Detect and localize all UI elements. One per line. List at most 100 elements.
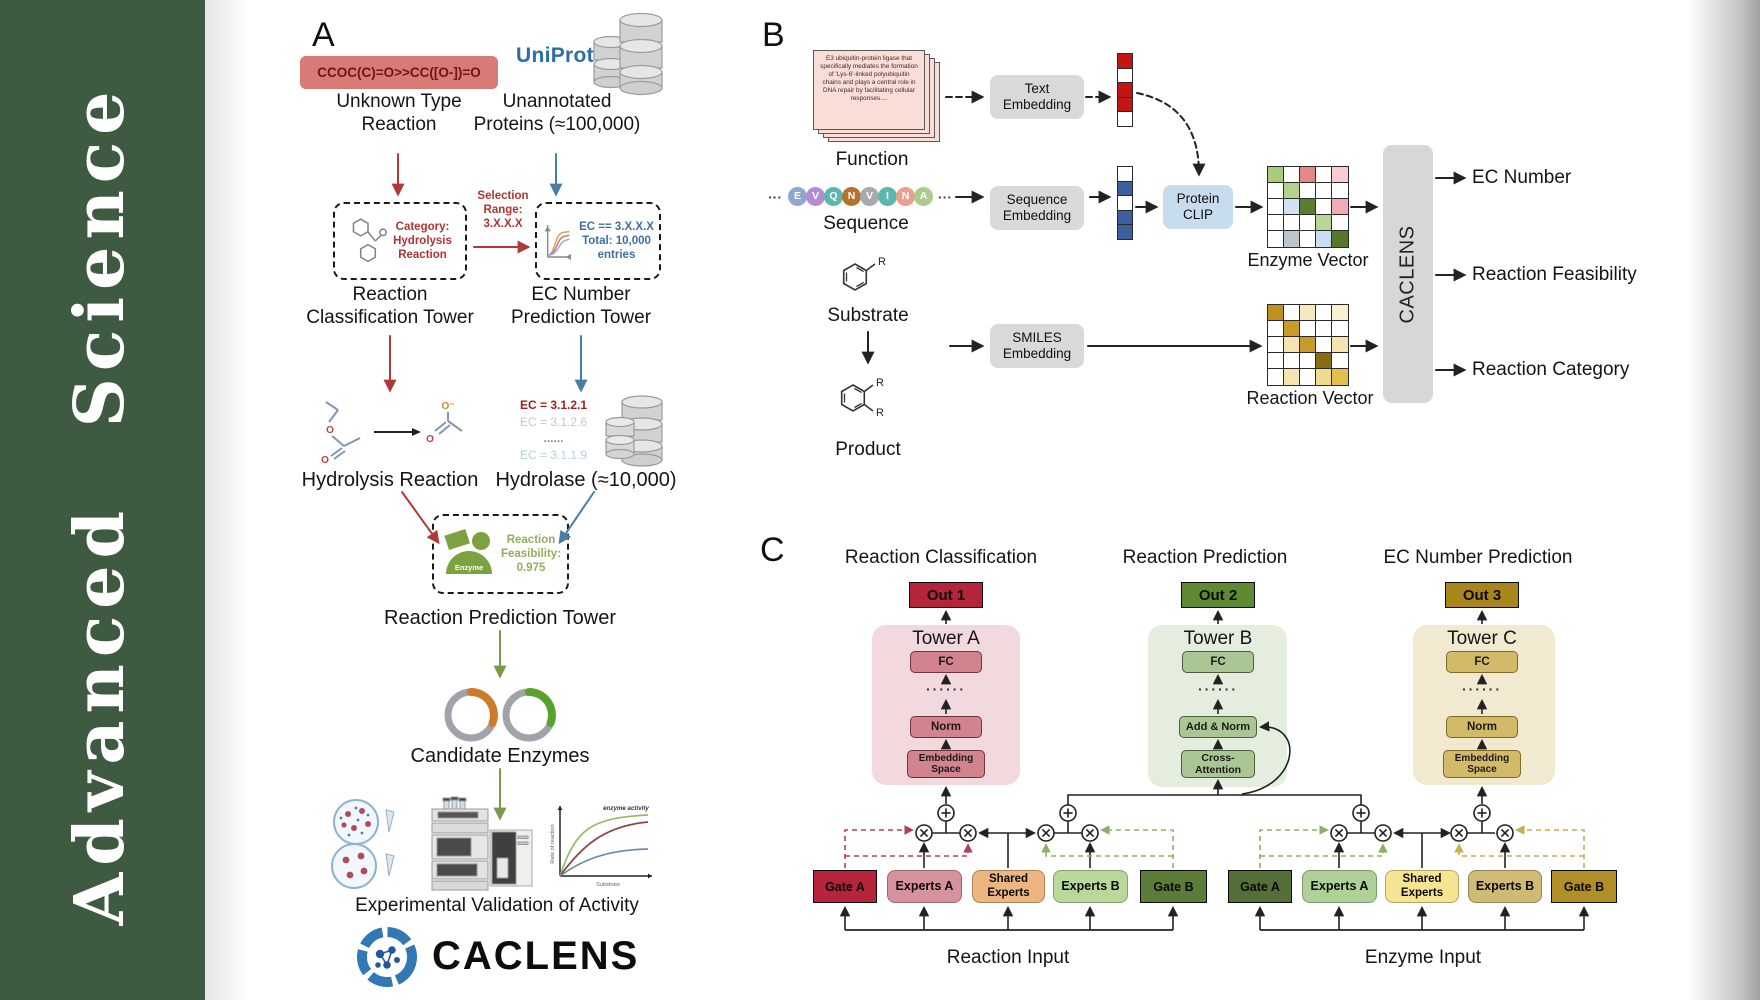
sequence-ellipsis-right: ··· — [938, 189, 952, 205]
database-icon — [593, 12, 663, 96]
ester-o-atom: O — [326, 425, 334, 436]
matrix-cell — [1315, 166, 1333, 184]
matrix-cell — [1283, 214, 1301, 232]
reaction-shared-experts: Shared Experts — [972, 870, 1045, 903]
sequence-embedding-box: Sequence Embedding — [990, 186, 1084, 230]
matrix-cell — [1315, 336, 1333, 354]
amino-acid-token: Q — [824, 187, 843, 206]
tower-c-name: Tower C — [1447, 628, 1517, 649]
matrix-cell — [1299, 368, 1317, 386]
enzyme-vector-matrix — [1267, 166, 1349, 248]
matrix-cell — [1267, 352, 1285, 370]
sequence-label: Sequence — [823, 213, 909, 234]
classification-tower-label: Reaction Classification Tower — [306, 284, 474, 329]
amino-acid-token: N — [896, 187, 915, 206]
tower-b-add-norm: Add & Norm — [1179, 716, 1257, 738]
feasibility-text: Reaction Feasibility: 0.975 — [500, 534, 562, 574]
hplc-instrument-icon — [431, 796, 533, 891]
enzyme-gate-a: Gate A — [1228, 870, 1292, 903]
matrix-cell — [1267, 230, 1285, 248]
header-reaction-classification: Reaction Classification — [844, 547, 1038, 568]
function-card-front: E3 ubiquitin-protein ligase that specifi… — [813, 50, 925, 130]
ec-filter-text: EC == 3.X.X.X Total: 10,000 entries — [579, 221, 654, 261]
matrix-cell — [1315, 320, 1333, 338]
plot-ylabel: Rate of reaction — [550, 824, 556, 864]
reaction-arrow — [412, 428, 421, 436]
tower-a-embedding-space: Embedding Space — [907, 750, 985, 778]
out3-box: Out 3 — [1445, 582, 1519, 608]
selection-range-label: Selection Range: 3.X.X.X — [477, 190, 529, 230]
matrix-cell — [1331, 352, 1349, 370]
sequence-embedding-vector — [1117, 166, 1133, 241]
plot-annotation: enzyme activity — [603, 805, 649, 812]
enzyme-vector-label: Enzyme Vector — [1247, 250, 1369, 270]
header-reaction-prediction: Reaction Prediction — [1122, 547, 1288, 568]
product-molecule: R R — [840, 377, 884, 419]
enzyme-icon: Enzyme — [444, 528, 492, 574]
matrix-cell — [1283, 230, 1301, 248]
matrix-cell — [1331, 182, 1349, 200]
product-r-group-2: R — [876, 407, 884, 419]
caclens-logo-icon — [357, 927, 417, 987]
out2-box: Out 2 — [1181, 582, 1255, 608]
reaction-vector-matrix — [1267, 304, 1349, 386]
reaction-smiles-box: CCOC(C)=O>>CC([O-])=O — [300, 56, 498, 89]
panel-b-label: B — [762, 16, 785, 54]
amino-acid-token: I — [878, 187, 897, 206]
amino-acid-token: V — [806, 187, 825, 206]
ec-tower-label: EC Number Prediction Tower — [510, 284, 652, 329]
plot-xlabel: Substrate — [596, 882, 620, 888]
amino-acid-token: A — [914, 187, 933, 206]
matrix-cell — [1283, 336, 1301, 354]
caclens-logo-text: CACLENS — [432, 934, 640, 978]
matrix-cell — [1267, 320, 1285, 338]
matrix-cell — [1331, 198, 1349, 216]
validation-label: Experimental Validation of Activity — [355, 895, 639, 916]
hydrolysis-reaction-label: Hydrolysis Reaction — [301, 469, 479, 491]
tower-b-name: Tower B — [1183, 628, 1253, 649]
matrix-cell — [1283, 352, 1301, 370]
journal-title: Advanced Science — [60, 84, 140, 926]
unknown-reaction-label: Unknown Type Reaction — [336, 91, 462, 136]
matrix-cell — [1283, 368, 1301, 386]
molecule-sketch-icon — [352, 218, 388, 263]
o-minus-atom: O⁻ — [441, 401, 454, 412]
header-ec-number-prediction: EC Number Prediction — [1383, 547, 1573, 568]
tower-b-cross-attention: Cross- Attention — [1181, 750, 1255, 778]
matrix-cell — [1331, 320, 1349, 338]
matrix-cell — [1267, 336, 1285, 354]
product-label: Product — [835, 439, 901, 460]
substrate-label: Substrate — [827, 305, 909, 326]
curves-chart-icon — [544, 225, 572, 261]
matrix-cell — [1315, 368, 1333, 386]
tower-a-dots: ······ — [926, 681, 966, 697]
enzyme-shared-experts: Shared Experts — [1385, 870, 1459, 903]
candidate-enzymes-label: Candidate Enzymes — [410, 745, 590, 767]
ec-candidate-line: EC = 3.1.1.9 — [520, 447, 588, 462]
tower-a-norm: Norm — [910, 716, 982, 738]
matrix-cell — [1267, 368, 1285, 386]
activity-plot: enzyme activity Rate of reaction Substra… — [550, 805, 652, 888]
function-card-stack: E3 ubiquitin-protein ligase that specifi… — [813, 50, 943, 148]
matrix-cell — [1331, 214, 1349, 232]
reaction-experts-a: Experts A — [887, 870, 962, 903]
output-reaction-feasibility: Reaction Feasibility — [1472, 264, 1637, 285]
matrix-cell — [1331, 336, 1349, 354]
tower-a-fc: FC — [910, 651, 982, 673]
matrix-cell — [1331, 304, 1349, 322]
reaction-gate-b: Gate B — [1140, 870, 1207, 903]
enzyme-gate-b: Gate B — [1551, 870, 1617, 903]
matrix-cell — [1315, 214, 1333, 232]
matrix-cell — [1315, 304, 1333, 322]
matrix-cell — [1299, 214, 1317, 232]
matrix-cell — [1315, 230, 1333, 248]
matrix-cell — [1267, 304, 1285, 322]
text-embedding-box: Text Embedding — [990, 75, 1084, 119]
function-label: Function — [835, 149, 909, 170]
output-ec-number: EC Number — [1472, 167, 1572, 188]
panel-c-label: C — [760, 531, 785, 569]
tower-c-dots: ······ — [1462, 681, 1502, 697]
tower-c-norm: Norm — [1446, 716, 1518, 738]
matrix-cell — [1315, 198, 1333, 216]
tower-c-embedding-space: Embedding Space — [1443, 750, 1521, 778]
